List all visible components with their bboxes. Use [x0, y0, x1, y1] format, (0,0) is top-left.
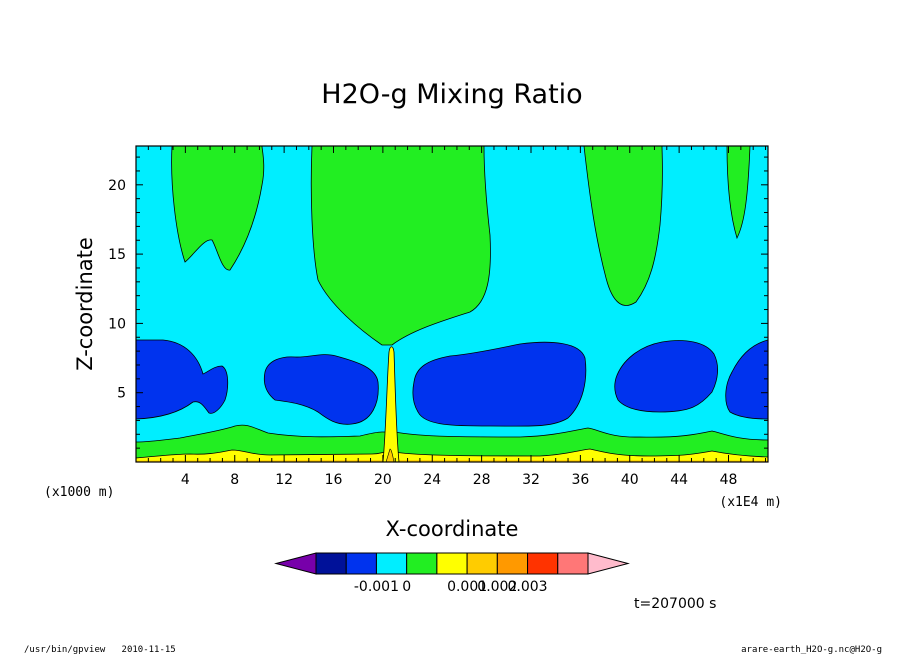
y-tick-marks: 5 10 15 20: [108, 156, 768, 449]
y-tick-label: 5: [117, 386, 126, 402]
x-tick-label: 44: [670, 472, 688, 488]
colorbar-swatch: [527, 552, 559, 575]
colorbar-over-triangle: [587, 552, 630, 575]
x-tick-label: 20: [374, 472, 392, 488]
chart-title: H2O-g Mixing Ratio: [321, 79, 582, 110]
x-scale-note: (x1E4 m): [719, 495, 782, 510]
colorbar-label: 0.003: [508, 579, 548, 595]
blue-cell-2: [263, 354, 379, 425]
x-tick-label: 8: [230, 472, 239, 488]
y-tick-label: 20: [108, 178, 126, 194]
yellow-surface-band: [135, 448, 769, 463]
colorbar-label: -0.001: [354, 579, 399, 595]
footer-right: arare-earth_H2O-g.nc@H2O-g: [741, 645, 882, 654]
blue-cell-1: [135, 339, 229, 420]
y-tick-label: 15: [108, 247, 126, 263]
colorbar-swatch: [557, 552, 589, 575]
y-scale-note: (x1000 m): [44, 485, 114, 500]
x-tick-label: 28: [473, 472, 491, 488]
colorbar-under-triangle: [274, 552, 317, 575]
x-tick-label: 40: [621, 472, 639, 488]
colorbar-swatch: [466, 552, 498, 575]
x-tick-label: 32: [522, 472, 540, 488]
yellow-plume: [382, 346, 400, 463]
green-column-3: [583, 145, 663, 306]
y-tick-label: 10: [108, 316, 126, 332]
x-axis-label: X-coordinate: [386, 517, 519, 541]
colorbar-swatch: [406, 552, 438, 575]
x-tick-label: 4: [181, 472, 190, 488]
y-axis-label: Z-coordinate: [73, 237, 97, 371]
blue-cell-4: [614, 340, 718, 413]
x-tick-marks: 4 8 12 16 20 24 28 32 36 40 44 48: [147, 146, 767, 488]
colorbar-swatch: [496, 552, 529, 575]
blue-cell-3: [412, 341, 587, 427]
x-tick-label: 12: [275, 472, 293, 488]
x-tick-label: 24: [423, 472, 441, 488]
colorbar-label: 0.002: [477, 579, 517, 595]
colorbar-swatch: [375, 552, 408, 575]
plot-frame: [135, 145, 769, 463]
colorbar-swatch: [315, 552, 347, 575]
x-tick-label: 36: [571, 472, 589, 488]
blue-cell-5: [725, 339, 769, 420]
colorbar-label: 0.001: [447, 579, 487, 595]
time-label: t=207000 s: [634, 596, 716, 612]
orange-plume-core: [385, 448, 395, 463]
footer-left: /usr/bin/gpview 2010-11-15: [24, 645, 176, 654]
green-column-2: [310, 145, 491, 346]
colorbar-swatch: [436, 552, 468, 575]
colorbar-label: 0: [402, 579, 411, 595]
colorbar-swatch: [345, 552, 377, 575]
green-column-1: [171, 145, 265, 271]
x-tick-label: 48: [720, 472, 738, 488]
x-tick-label: 16: [325, 472, 343, 488]
green-column-4: [726, 145, 751, 240]
